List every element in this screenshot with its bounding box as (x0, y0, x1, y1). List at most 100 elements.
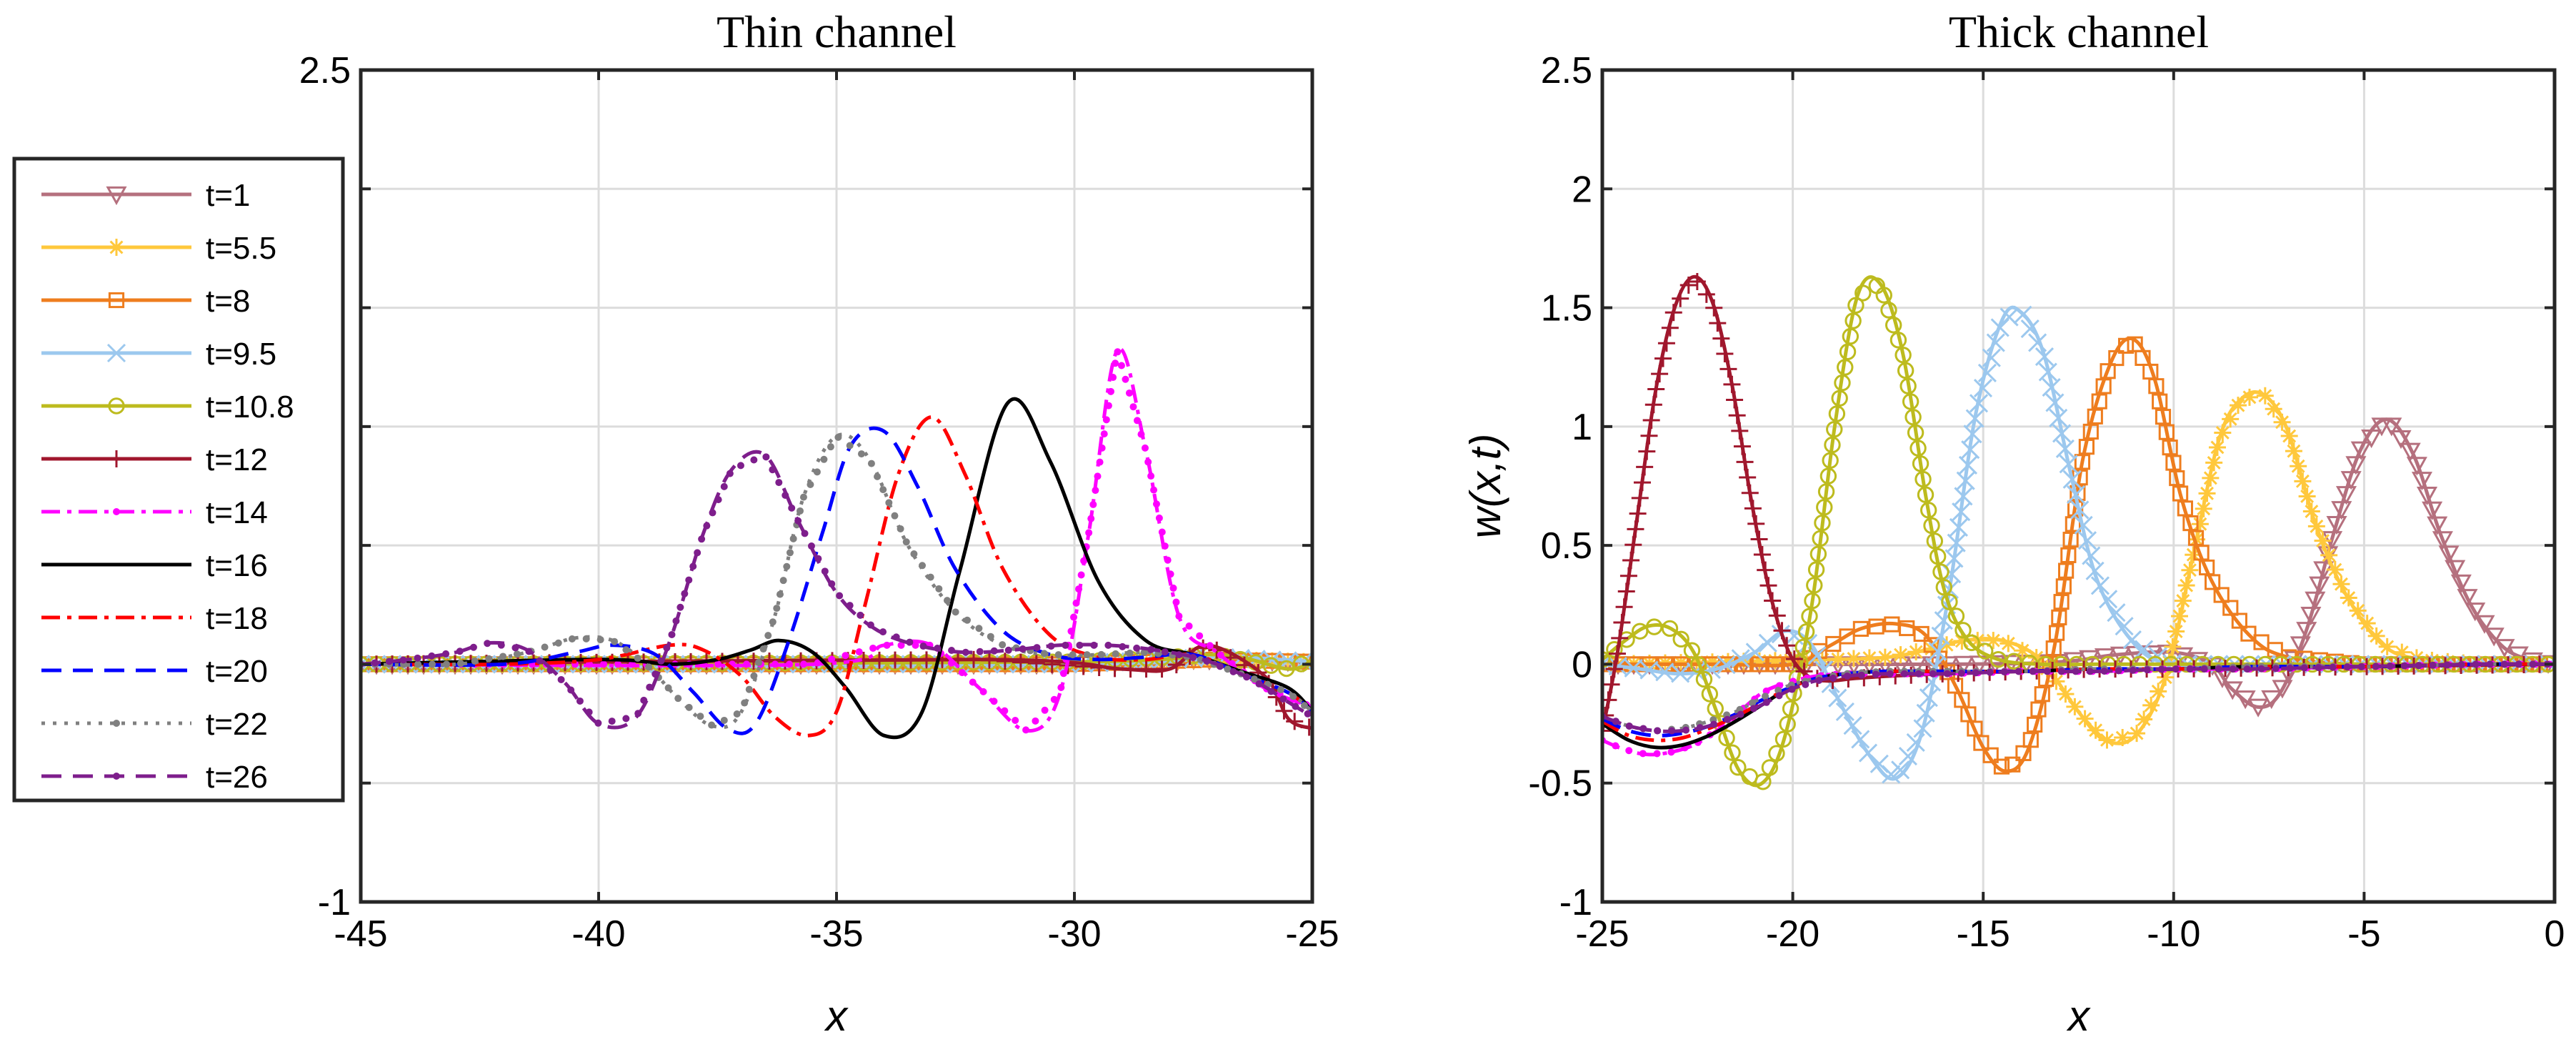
thick-channel-series-marker (2214, 424, 2232, 442)
thick-channel-series-marker (1754, 773, 1772, 790)
thick-channel-series-marker (2280, 427, 2298, 445)
thick-channel-series-marker (1644, 396, 1662, 414)
thick-channel-series-marker (1828, 405, 1846, 422)
thick-channel-series-marker (2335, 486, 2357, 505)
legend-swatch-marker (108, 292, 125, 309)
thick-channel-series-marker (1963, 634, 1980, 652)
thick-channel-series-marker (2085, 561, 2105, 580)
thin-channel-series-marker (828, 655, 836, 663)
thin-channel-series-marker (874, 472, 882, 480)
thin-channel-series-marker (969, 678, 977, 686)
thick-channel-series-marker (2320, 546, 2338, 564)
thick-channel-series-marker (1617, 582, 1635, 600)
thick-channel-series-marker (2361, 429, 2382, 449)
thin-channel-series-marker (779, 577, 787, 585)
thin-channel-series-marker (1229, 668, 1237, 675)
thick-channel-series-marker (2261, 690, 2282, 710)
thin-channel-series-marker (499, 653, 507, 660)
thin-channel-series-marker (685, 576, 693, 584)
thin-channel-series-marker (912, 641, 919, 649)
thick-channel-series-marker (1891, 760, 1910, 780)
thin-channel-series-marker (614, 660, 621, 668)
thick-channel-series-marker (1764, 592, 1782, 610)
thick-channel-series-marker (2066, 485, 2086, 505)
thin-channel-series-marker (1125, 389, 1133, 397)
legend-item: t=8 (41, 284, 250, 319)
thin-channel-series-marker (1075, 585, 1083, 593)
thin-channel-series-marker (726, 470, 734, 477)
thick-channel-series-marker (2128, 725, 2146, 743)
thick-channel-series-marker (2015, 668, 2022, 675)
thick-channel-series-marker (1639, 725, 1647, 733)
thin-channel-series-marker (1012, 653, 1029, 671)
thick-channel-series-marker (2357, 663, 2365, 670)
thin-channel-series-marker (456, 660, 464, 668)
thick-channel-series-marker (2415, 662, 2422, 670)
thick-channel-series-marker (1965, 409, 1985, 428)
thick-channel-series-marker (1723, 375, 1741, 393)
thick-channel-series-marker (1779, 715, 1796, 733)
legend-item: t=12 (41, 442, 268, 477)
thick-channel-axes: -25 -20 -15 -10 -5 0 -1 -0.5 0 0.5 1 1.5 2 2.5 Thick … (1462, 6, 2565, 1040)
thin-channel-series-marker (733, 710, 741, 718)
thin-channel-series-marker (714, 660, 722, 668)
thin-channel-series-marker (1300, 702, 1308, 710)
thick-channel-series-marker (2302, 502, 2320, 520)
thin-channel-series-marker (906, 638, 914, 646)
thick-channel-series-marker (1728, 407, 1746, 425)
thick-channel-series-marker (2529, 660, 2537, 668)
thick-channel-series-marker (1954, 487, 1973, 506)
thick-channel-tick-labels: -25 -20 -15 -10 -5 0 -1 -0.5 0 0.5 1 1.5 2 2.5 (1528, 50, 2565, 955)
thick-channel-series-marker (1705, 299, 1723, 317)
thick-channel-series-marker (1882, 765, 1901, 784)
thin-channel-series-marker (934, 645, 942, 653)
thin-channel-series-marker (769, 618, 777, 626)
thin-channel-series-marker (1197, 655, 1204, 663)
thin-channel-series-marker (1107, 387, 1114, 395)
thick-channel-series-marker (1919, 502, 1937, 519)
thick-channel-ytick-label: -0.5 (1528, 763, 1592, 805)
thin-channel-series-marker (703, 522, 711, 530)
thick-channel-series-marker (2057, 668, 2065, 675)
thin-channel-series-marker (1047, 642, 1055, 650)
thick-channel-series-marker (1695, 670, 1713, 688)
thin-channel-series-marker (652, 670, 659, 678)
thick-channel-series-marker (1716, 345, 1734, 363)
thick-channel-series-marker (2162, 440, 2178, 456)
thin-channel-series-marker (1122, 660, 1139, 678)
thick-channel-series-marker (1986, 333, 2005, 352)
thin-channel-series-marker (794, 517, 802, 525)
thin-channel-series-marker (1224, 665, 1232, 673)
thick-channel-series-marker (2429, 661, 2437, 669)
thick-channel-series-marker (2300, 606, 2322, 626)
thick-channel-series-marker (2350, 441, 2372, 460)
thick-channel-series-marker (2055, 439, 2075, 458)
thick-channel-series-marker (1697, 285, 1715, 303)
thin-channel-series-marker (759, 645, 767, 653)
thin-channel-series-marker (827, 443, 834, 451)
thick-channel-series-marker (2411, 472, 2432, 491)
thick-channel-series-marker (1919, 688, 1938, 708)
thick-channel-series-marker (1961, 440, 1980, 460)
thick-channel-series-marker (2229, 665, 2237, 673)
legend-label: t=14 (206, 495, 268, 530)
thick-channel-series-marker (1629, 505, 1647, 522)
thin-channel-series-marker (1069, 613, 1077, 621)
thick-channel-series-marker (2148, 378, 2165, 395)
thin-channel-series-marker (582, 635, 590, 642)
thin-channel-series-marker (857, 611, 864, 619)
thick-channel-series-marker (1916, 703, 1935, 723)
thick-channel-series-marker (2034, 686, 2050, 703)
thick-channel-series-marker (2345, 456, 2367, 475)
thin-channel-xtick-label: -25 (1285, 913, 1339, 955)
thick-channel-series-marker (1958, 455, 1978, 475)
thick-channel-series-marker (1824, 436, 1841, 454)
thin-channel-ytick-label: -1 (318, 882, 351, 923)
thick-channel-series-marker (1782, 651, 1799, 669)
thick-channel-series-marker (1804, 592, 1821, 610)
thin-channel-series-marker (935, 585, 943, 592)
thick-channel-series-line (1602, 662, 2555, 733)
thick-channel-series-marker (2298, 487, 2316, 505)
thick-channel-series-marker (1785, 650, 1803, 668)
thick-channel-series-marker (1739, 469, 1757, 487)
